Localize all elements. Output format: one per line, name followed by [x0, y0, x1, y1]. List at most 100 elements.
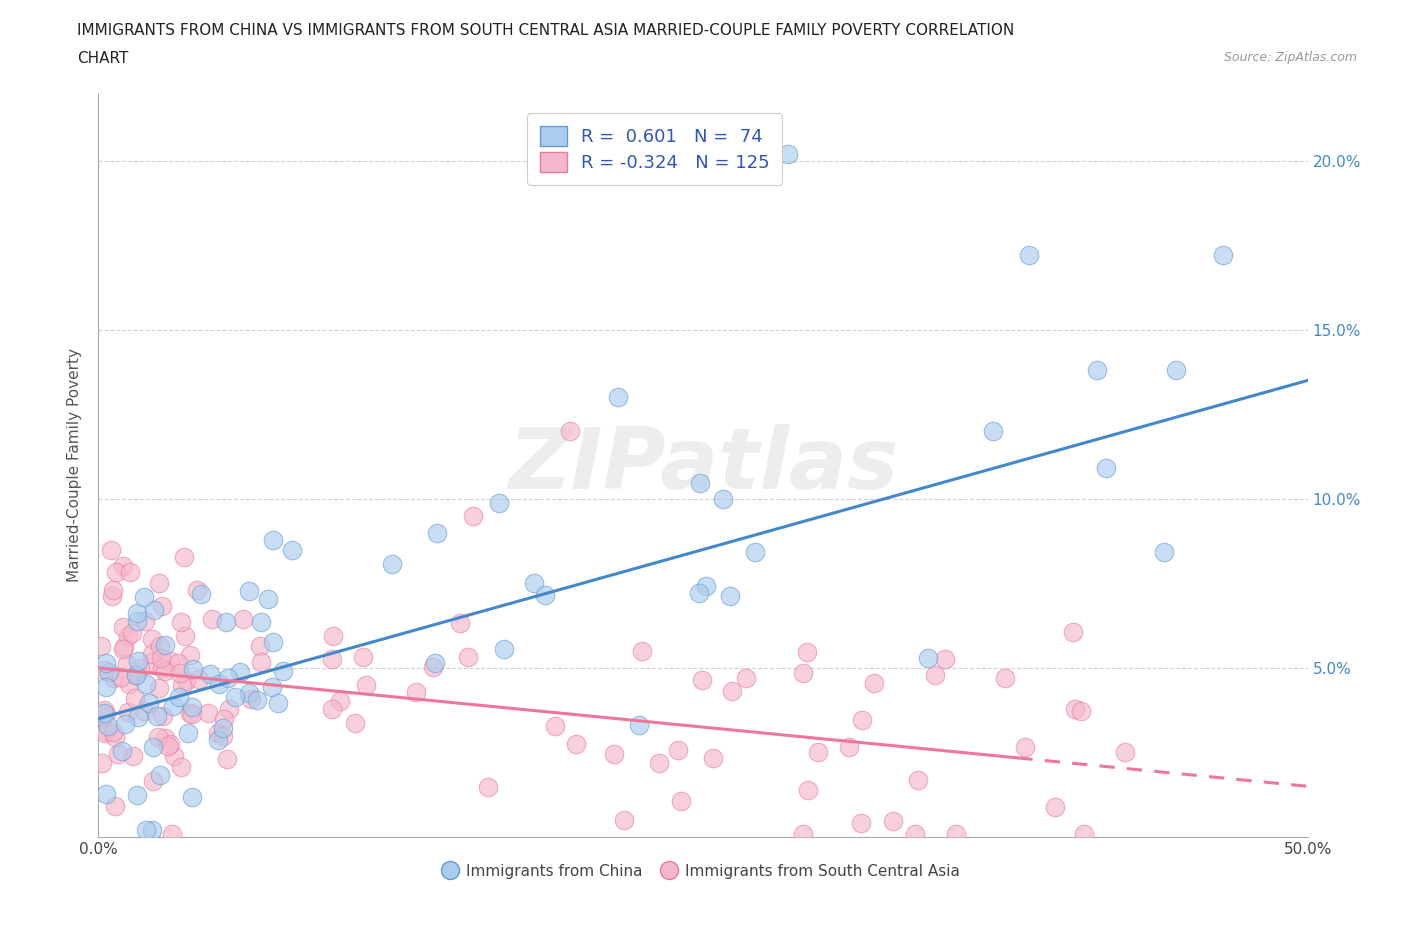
Point: [744, 544, 766, 559]
Point: [994, 671, 1017, 685]
Point: [170, 678, 193, 693]
Point: [1014, 739, 1036, 754]
Point: [1114, 745, 1136, 760]
Point: [141, 823, 163, 838]
Point: [127, 654, 149, 669]
Point: [322, 629, 344, 644]
Point: [141, 631, 163, 646]
Point: [159, 737, 181, 751]
Point: [702, 751, 724, 765]
Point: [125, 788, 148, 803]
Point: [174, 628, 197, 643]
Point: [153, 664, 176, 679]
Point: [354, 678, 377, 693]
Point: [124, 691, 146, 706]
Point: [797, 783, 820, 798]
Point: [170, 615, 193, 630]
Point: [903, 826, 925, 841]
Point: [240, 691, 263, 706]
Point: [135, 677, 157, 692]
Point: [179, 648, 201, 663]
Point: [380, 557, 402, 572]
Point: [173, 550, 195, 565]
Point: [111, 743, 134, 758]
Point: [150, 598, 173, 613]
Point: [689, 476, 711, 491]
Point: [262, 634, 284, 649]
Point: [197, 706, 219, 721]
Point: [690, 672, 713, 687]
Point: [262, 533, 284, 548]
Point: [125, 605, 148, 620]
Point: [631, 644, 654, 659]
Point: [215, 615, 238, 630]
Point: [907, 773, 929, 788]
Point: [121, 749, 143, 764]
Point: [101, 582, 124, 597]
Point: [924, 668, 946, 683]
Point: [153, 731, 176, 746]
Point: [232, 612, 254, 627]
Point: [607, 390, 630, 405]
Point: [792, 826, 814, 841]
Point: [201, 611, 224, 626]
Point: [148, 681, 170, 696]
Point: [776, 146, 799, 161]
Point: [224, 690, 246, 705]
Point: [713, 491, 735, 506]
Point: [115, 657, 138, 671]
Point: [111, 620, 134, 635]
Point: [238, 584, 260, 599]
Point: [93, 705, 115, 720]
Point: [207, 733, 229, 748]
Point: [180, 790, 202, 804]
Point: [198, 667, 221, 682]
Point: [170, 760, 193, 775]
Point: [214, 712, 236, 727]
Point: [150, 660, 173, 675]
Point: [153, 638, 176, 653]
Point: [110, 670, 132, 684]
Point: [117, 705, 139, 720]
Point: [934, 652, 956, 667]
Point: [128, 660, 150, 675]
Point: [352, 650, 374, 665]
Text: IMMIGRANTS FROM CHINA VS IMMIGRANTS FROM SOUTH CENTRAL ASIA MARRIED-COUPLE FAMIL: IMMIGRANTS FROM CHINA VS IMMIGRANTS FROM…: [77, 23, 1015, 38]
Text: Source: ZipAtlas.com: Source: ZipAtlas.com: [1223, 51, 1357, 64]
Point: [132, 704, 155, 719]
Point: [143, 603, 166, 618]
Point: [281, 542, 304, 557]
Point: [181, 662, 204, 677]
Point: [246, 693, 269, 708]
Point: [149, 768, 172, 783]
Point: [100, 589, 122, 604]
Point: [174, 674, 197, 689]
Point: [405, 685, 427, 700]
Point: [882, 814, 904, 829]
Point: [792, 666, 814, 681]
Point: [735, 671, 758, 685]
Point: [796, 644, 818, 659]
Point: [1153, 545, 1175, 560]
Point: [426, 525, 449, 540]
Point: [124, 667, 146, 682]
Point: [190, 587, 212, 602]
Point: [94, 680, 117, 695]
Point: [1085, 363, 1108, 378]
Point: [142, 774, 165, 789]
Point: [96, 724, 118, 738]
Point: [422, 659, 444, 674]
Point: [103, 724, 125, 739]
Point: [917, 651, 939, 666]
Point: [105, 565, 128, 579]
Point: [1095, 461, 1118, 476]
Point: [1164, 363, 1187, 378]
Point: [627, 718, 650, 733]
Point: [613, 812, 636, 827]
Point: [167, 656, 190, 671]
Point: [91, 755, 114, 770]
Point: [457, 649, 479, 664]
Point: [98, 664, 121, 679]
Point: [207, 676, 229, 691]
Point: [945, 826, 967, 841]
